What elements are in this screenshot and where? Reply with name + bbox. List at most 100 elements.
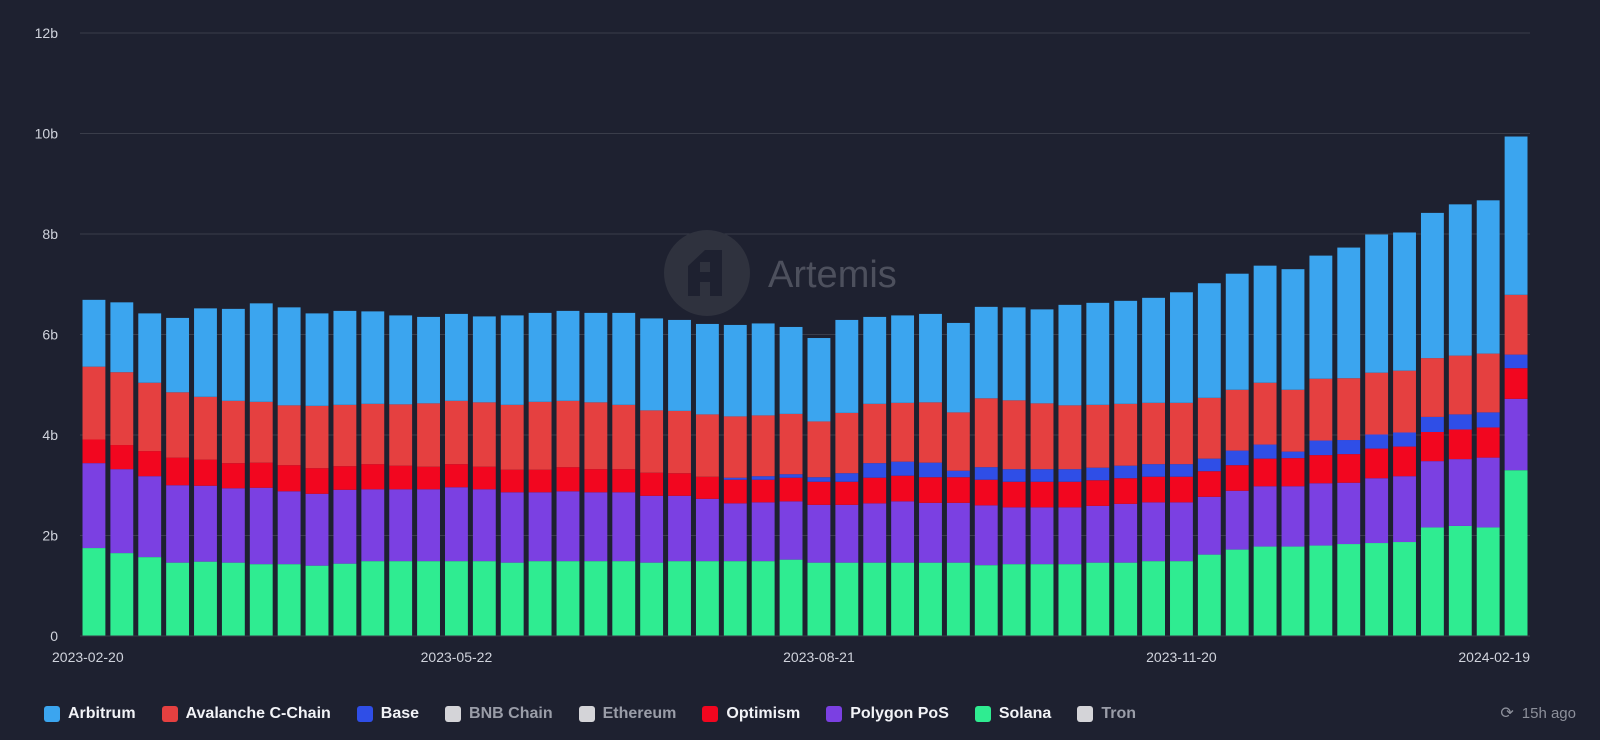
bar-segment-arbitrum[interactable]: [695, 323, 719, 415]
bar-segment-base[interactable]: [919, 462, 942, 478]
bar-segment-polygon-pos[interactable]: [974, 505, 998, 566]
bar-segment-avalanche-c-chain[interactable]: [361, 403, 385, 465]
legend-item-tron[interactable]: Tron: [1077, 705, 1136, 723]
bar-segment-optimism[interactable]: [919, 477, 942, 503]
legend-item-ethereum[interactable]: Ethereum: [578, 705, 676, 723]
bar-segment-arbitrum[interactable]: [779, 326, 803, 414]
bar-segment-optimism[interactable]: [445, 464, 468, 488]
bar-segment-avalanche-c-chain[interactable]: [1058, 405, 1082, 470]
bar-segment-arbitrum[interactable]: [361, 311, 385, 404]
bar-segment-avalanche-c-chain[interactable]: [1281, 389, 1305, 452]
bar-segment-arbitrum[interactable]: [1504, 136, 1528, 295]
bar-segment-arbitrum[interactable]: [1086, 302, 1110, 405]
bar-segment-solana[interactable]: [1253, 546, 1277, 636]
bar-segment-polygon-pos[interactable]: [221, 488, 245, 563]
bar-segment-avalanche-c-chain[interactable]: [835, 412, 859, 474]
bar-segment-base[interactable]: [1337, 440, 1361, 455]
bar-segment-polygon-pos[interactable]: [1030, 507, 1054, 565]
legend-item-base[interactable]: Base: [356, 705, 419, 723]
bar-segment-arbitrum[interactable]: [389, 315, 413, 405]
bar-segment-polygon-pos[interactable]: [333, 489, 357, 564]
bar-segment-polygon-pos[interactable]: [138, 476, 162, 558]
bar-segment-polygon-pos[interactable]: [640, 495, 664, 563]
bar-segment-solana[interactable]: [305, 565, 329, 636]
bar-segment-solana[interactable]: [863, 562, 887, 636]
bar-segment-optimism[interactable]: [249, 462, 273, 488]
bar-segment-polygon-pos[interactable]: [919, 502, 942, 563]
bar-segment-polygon-pos[interactable]: [1002, 507, 1026, 565]
legend-item-bnb-chain[interactable]: BNB Chain: [445, 705, 553, 723]
bar-segment-solana[interactable]: [1002, 564, 1026, 636]
bar-segment-avalanche-c-chain[interactable]: [919, 402, 942, 463]
bar-segment-arbitrum[interactable]: [863, 316, 887, 404]
bar-segment-optimism[interactable]: [779, 477, 803, 502]
bar-segment-avalanche-c-chain[interactable]: [1225, 389, 1249, 451]
bar-segment-polygon-pos[interactable]: [1197, 496, 1221, 555]
bar-segment-optimism[interactable]: [723, 479, 747, 504]
bar-segment-polygon-pos[interactable]: [584, 492, 608, 562]
bar-segment-base[interactable]: [1365, 434, 1389, 449]
bar-segment-base[interactable]: [891, 461, 915, 476]
bar-segment-polygon-pos[interactable]: [807, 504, 831, 563]
bar-segment-arbitrum[interactable]: [221, 308, 245, 401]
bar-segment-avalanche-c-chain[interactable]: [194, 396, 217, 460]
bar-segment-arbitrum[interactable]: [1281, 269, 1305, 390]
bar-segment-solana[interactable]: [1365, 543, 1389, 636]
bar-segment-arbitrum[interactable]: [500, 315, 524, 405]
bar-segment-optimism[interactable]: [1420, 431, 1444, 462]
bar-segment-solana[interactable]: [389, 561, 413, 636]
bar-segment-solana[interactable]: [1114, 562, 1138, 636]
bar-segment-avalanche-c-chain[interactable]: [1002, 400, 1026, 470]
bar-segment-solana[interactable]: [1337, 544, 1361, 636]
bar-segment-polygon-pos[interactable]: [1142, 502, 1165, 562]
bar-segment-polygon-pos[interactable]: [500, 492, 524, 563]
bar-segment-avalanche-c-chain[interactable]: [333, 404, 357, 467]
bar-segment-arbitrum[interactable]: [723, 324, 747, 417]
bar-segment-base[interactable]: [1002, 469, 1026, 482]
bar-segment-arbitrum[interactable]: [528, 312, 552, 402]
bar-segment-solana[interactable]: [723, 561, 747, 636]
bar-segment-polygon-pos[interactable]: [528, 492, 552, 562]
bar-segment-polygon-pos[interactable]: [110, 469, 134, 554]
bar-segment-polygon-pos[interactable]: [1448, 459, 1472, 526]
bar-segment-optimism[interactable]: [1281, 458, 1305, 487]
bar-segment-arbitrum[interactable]: [82, 299, 106, 367]
bar-segment-solana[interactable]: [277, 564, 301, 636]
bar-segment-solana[interactable]: [779, 559, 803, 636]
bar-segment-optimism[interactable]: [584, 469, 608, 493]
bar-segment-optimism[interactable]: [221, 463, 245, 489]
bar-segment-solana[interactable]: [417, 561, 440, 636]
bar-segment-avalanche-c-chain[interactable]: [528, 401, 552, 470]
bar-segment-solana[interactable]: [835, 562, 859, 636]
bar-segment-arbitrum[interactable]: [1476, 200, 1500, 354]
bar-segment-avalanche-c-chain[interactable]: [1197, 397, 1221, 459]
bar-segment-avalanche-c-chain[interactable]: [974, 398, 998, 468]
bar-segment-optimism[interactable]: [333, 466, 357, 490]
bar-segment-optimism[interactable]: [1504, 368, 1528, 399]
bar-segment-polygon-pos[interactable]: [1476, 457, 1500, 528]
bar-segment-polygon-pos[interactable]: [1504, 398, 1528, 471]
bar-segment-solana[interactable]: [472, 561, 496, 636]
bar-segment-arbitrum[interactable]: [417, 316, 440, 404]
bar-segment-optimism[interactable]: [1337, 454, 1361, 483]
bar-segment-solana[interactable]: [1420, 527, 1444, 636]
bar-segment-solana[interactable]: [1225, 549, 1249, 636]
bar-segment-avalanche-c-chain[interactable]: [891, 402, 915, 462]
bar-segment-avalanche-c-chain[interactable]: [640, 410, 664, 473]
bar-segment-arbitrum[interactable]: [138, 313, 162, 383]
bar-segment-optimism[interactable]: [389, 465, 413, 490]
bar-segment-base[interactable]: [723, 477, 747, 480]
bar-segment-polygon-pos[interactable]: [1309, 483, 1333, 546]
bar-segment-optimism[interactable]: [668, 473, 691, 496]
bar-segment-arbitrum[interactable]: [974, 306, 998, 399]
bar-segment-solana[interactable]: [584, 561, 608, 636]
bar-segment-solana[interactable]: [249, 564, 273, 636]
bar-segment-arbitrum[interactable]: [1253, 265, 1277, 383]
bar-segment-polygon-pos[interactable]: [249, 487, 273, 565]
bar-segment-arbitrum[interactable]: [249, 303, 273, 402]
bar-segment-optimism[interactable]: [528, 469, 552, 493]
bar-segment-avalanche-c-chain[interactable]: [1365, 372, 1389, 435]
bar-segment-avalanche-c-chain[interactable]: [1504, 294, 1528, 355]
bar-segment-avalanche-c-chain[interactable]: [1393, 370, 1416, 433]
bar-segment-avalanche-c-chain[interactable]: [82, 366, 106, 440]
